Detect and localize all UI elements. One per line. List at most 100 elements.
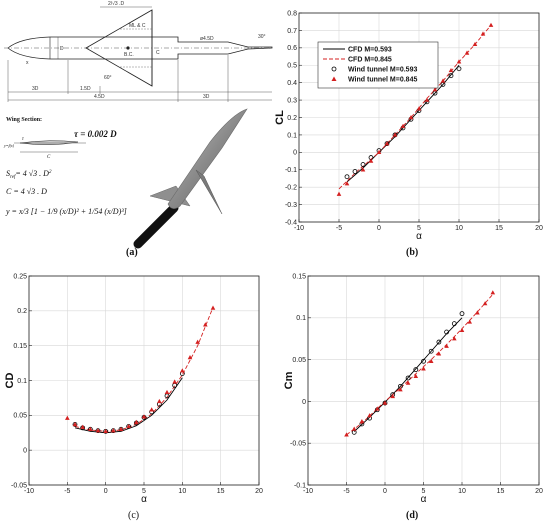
- data-point-wind-tunnel-m-0-845: [72, 421, 78, 427]
- y-axis-label: CL: [274, 110, 286, 125]
- x-tick-label: -10: [24, 488, 34, 495]
- data-point-wind-tunnel-m-0-845: [444, 343, 449, 348]
- data-point-wind-tunnel-m-0-845: [421, 366, 426, 371]
- wing-section-title: Wing Section:: [6, 117, 42, 123]
- x-tick-label: 5: [422, 488, 426, 495]
- panel-label-a: (a): [126, 247, 138, 258]
- y-tick-label: 0: [23, 448, 27, 455]
- data-point-wind-tunnel-m-0-845: [475, 310, 480, 315]
- data-point-wind-tunnel-m-0-845: [464, 50, 470, 55]
- y-tick-label: 0.05: [292, 357, 306, 364]
- data-point-wind-tunnel-m-0-845: [375, 406, 380, 411]
- data-point-wind-tunnel-m-0-845: [88, 426, 93, 431]
- data-point-wind-tunnel-m-0-845: [172, 379, 177, 384]
- missile-body-outline: [7, 36, 273, 60]
- data-point-wind-tunnel-m-0-845: [134, 419, 139, 424]
- y-tick-label: 0: [302, 399, 306, 406]
- dim-3d-right: 3D: [203, 94, 210, 100]
- data-point-wind-tunnel-m-0-593: [459, 311, 465, 317]
- panel-label-c: (c): [128, 510, 139, 521]
- x-tick-label: 15: [217, 488, 225, 495]
- data-point-wind-tunnel-m-0-845: [367, 413, 372, 418]
- panel-label-b: (b): [406, 247, 418, 258]
- y-tick-label: -0.2: [285, 185, 297, 192]
- y-tick-label: -0.3: [285, 202, 297, 209]
- sting: [133, 203, 179, 249]
- data-point-wind-tunnel-m-0-593: [456, 66, 462, 72]
- legend-label-cfd1: CFD M=0.593: [348, 47, 392, 54]
- y-tick-label: 0.25: [13, 273, 27, 280]
- sref-eq: = 4 √3 . D: [15, 169, 49, 178]
- data-point-wind-tunnel-m-0-845: [210, 305, 216, 310]
- data-point-wind-tunnel-m-0-845: [400, 123, 406, 128]
- data-point-wind-tunnel-m-0-845: [103, 428, 108, 434]
- data-point-wind-tunnel-m-0-845: [118, 426, 124, 431]
- dim-45d: 4.5D: [94, 94, 105, 100]
- x-tick-label: 5: [417, 225, 421, 232]
- data-point-wind-tunnel-m-0-593: [360, 162, 366, 167]
- x-tick-label: 15: [497, 488, 505, 495]
- chart-cm: -10 -5 0 5 10 15 20 -0.1 -0.05 0 0.05 0.1 0.15 α Cm: [283, 273, 543, 505]
- y-tick-label: 0.1: [287, 132, 297, 139]
- x-tick-label: -5: [336, 225, 342, 232]
- y-tick-label: -0.1: [285, 167, 297, 174]
- data-point-wind-tunnel-m-0-845: [384, 141, 390, 146]
- dim-pc: B.C.: [124, 52, 134, 58]
- sref-sup: 2: [49, 170, 52, 175]
- data-point-wind-tunnel-m-0-845: [336, 191, 342, 196]
- dim-ang30: 30°: [258, 34, 266, 40]
- data-point-wind-tunnel-m-0-845: [416, 106, 422, 111]
- y-tick-label: 0.6: [287, 45, 297, 52]
- data-point-wind-tunnel-m-0-845: [424, 97, 430, 102]
- data-point-wind-tunnel-m-0-593: [405, 375, 411, 381]
- y-axis-label: CD: [4, 373, 16, 389]
- data-point-wind-tunnel-m-0-845: [157, 398, 162, 404]
- wing-section-tau: τ: [22, 137, 24, 142]
- data-point-wind-tunnel-m-0-845: [448, 67, 454, 73]
- data-point-wind-tunnel-m-0-845: [472, 41, 478, 47]
- data-point-wind-tunnel-m-0-845: [459, 327, 465, 333]
- y-axis-label: Cm: [283, 371, 295, 389]
- data-point-wind-tunnel-m-0-593: [344, 174, 350, 180]
- data-point-wind-tunnel-m-0-845: [428, 358, 434, 363]
- legend-box: [317, 41, 439, 89]
- x-tick-label: -5: [343, 488, 349, 495]
- data-point-wind-tunnel-m-0-593: [436, 339, 442, 345]
- data-point-wind-tunnel-m-0-845: [126, 423, 131, 429]
- y-tick-label: 0.4: [287, 80, 297, 87]
- data-point-wind-tunnel-m-0-845: [368, 158, 374, 163]
- y-tick-label: 0.05: [13, 413, 27, 420]
- x-tick-label: 20: [255, 488, 263, 495]
- wing-section-profile: [19, 140, 79, 145]
- data-point-wind-tunnel-m-0-593: [448, 73, 454, 79]
- cg-marker: [126, 46, 130, 50]
- data-point-wind-tunnel-m-0-845: [141, 414, 147, 419]
- data-point-wind-tunnel-m-0-845: [351, 426, 357, 431]
- data-point-wind-tunnel-m-0-845: [482, 301, 488, 306]
- data-point-wind-tunnel-m-0-593: [444, 329, 450, 335]
- x-tick-label: 0: [383, 488, 387, 495]
- data-point-wind-tunnel-m-0-845: [456, 59, 462, 64]
- x-tick-label: 10: [178, 488, 186, 495]
- y-tick-label: -0.1: [294, 482, 306, 489]
- dim-3d-left: 3D: [32, 86, 39, 92]
- series-line-cfd-m-0-593: [346, 64, 460, 183]
- missile-body-render: [167, 108, 248, 209]
- tau-equation: τ = 0.002 D: [74, 129, 117, 139]
- legend-label-wt1: Wind tunnel M=0.593: [348, 67, 417, 74]
- wing-section-y: y=f(x): [3, 143, 15, 148]
- data-point-wind-tunnel-m-0-845: [95, 428, 101, 433]
- dim-45d-vert: ø4.5D: [200, 36, 214, 42]
- data-point-wind-tunnel-m-0-845: [164, 389, 170, 395]
- y-equation: y = x/3 [1 − 1/9 (x/D)² + 1/54 (x/D)³]: [5, 207, 127, 216]
- x-tick-label: 15: [495, 225, 503, 232]
- data-point-wind-tunnel-m-0-845: [195, 339, 200, 344]
- sref-sub: ref: [10, 175, 16, 180]
- x-tick-label: 10: [458, 488, 466, 495]
- missile-render: [133, 108, 248, 249]
- data-point-wind-tunnel-m-0-845: [359, 418, 365, 424]
- data-point-wind-tunnel-m-0-845: [344, 181, 350, 186]
- legend: CFD M=0.593 CFD M=0.845 Wind tunnel M=0.…: [317, 41, 439, 89]
- wing-fin-right: [195, 169, 223, 215]
- y-tick-label: 0.5: [287, 63, 297, 70]
